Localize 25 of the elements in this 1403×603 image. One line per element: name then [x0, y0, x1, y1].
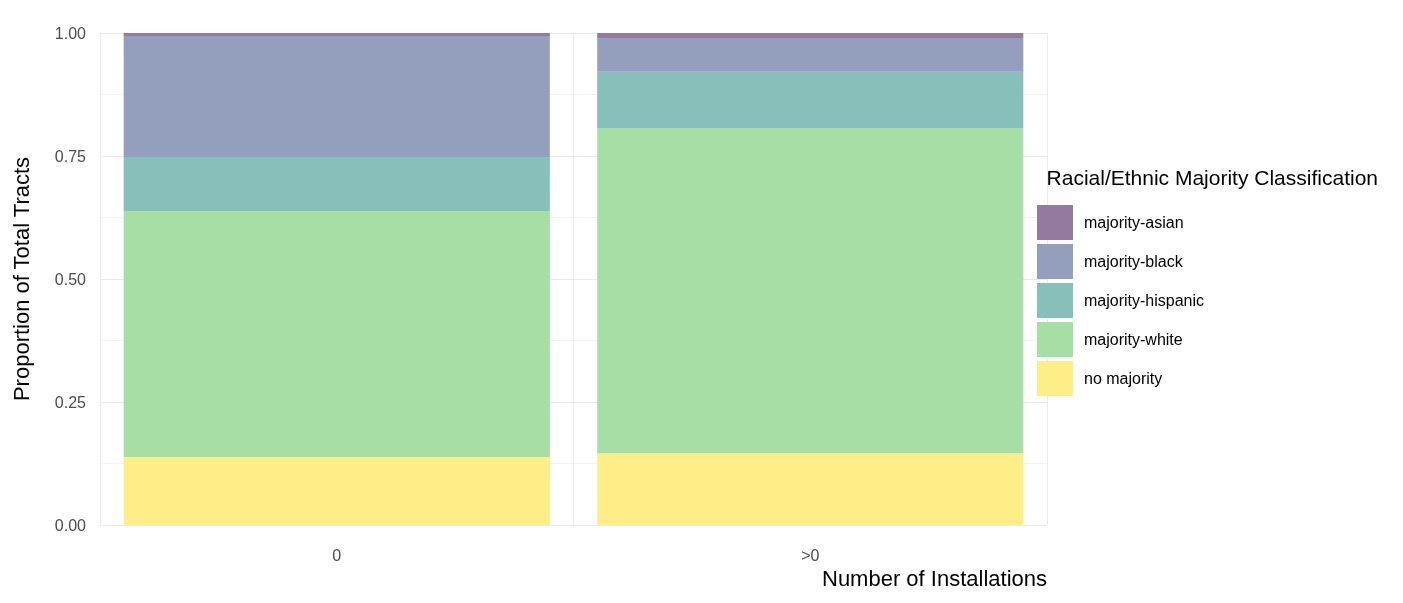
x-tick-label: 0: [332, 546, 342, 564]
bar: [123, 457, 550, 525]
bar: [597, 33, 1024, 38]
y-tick-label: 0.50: [54, 270, 87, 288]
y-axis-title: Proportion of Total Tracts: [8, 156, 34, 402]
legend-label: majority-white: [1084, 331, 1183, 348]
bar: [597, 453, 1024, 525]
legend-label: majority-asian: [1084, 214, 1184, 231]
y-tick-label: 0.75: [54, 147, 87, 165]
x-axis-title: Number of Installations: [822, 565, 1047, 591]
bar: [123, 33, 550, 36]
y-tick-label: 1.00: [54, 24, 87, 42]
bar: [597, 37, 1024, 72]
legend-title: Racial/Ethnic Majority Classification: [1046, 166, 1379, 189]
y-tick-label: 0.25: [54, 393, 87, 411]
legend-label: no majority: [1084, 370, 1163, 387]
bar: [123, 211, 550, 458]
bar: [123, 156, 550, 212]
bar: [597, 127, 1024, 454]
bar: [597, 71, 1024, 128]
legend-label: majority-black: [1084, 253, 1184, 270]
y-tick-label: 0.00: [54, 516, 87, 534]
x-tick-label: >0: [801, 546, 820, 564]
bar: [123, 35, 550, 157]
legend-label: majority-hispanic: [1084, 292, 1205, 309]
